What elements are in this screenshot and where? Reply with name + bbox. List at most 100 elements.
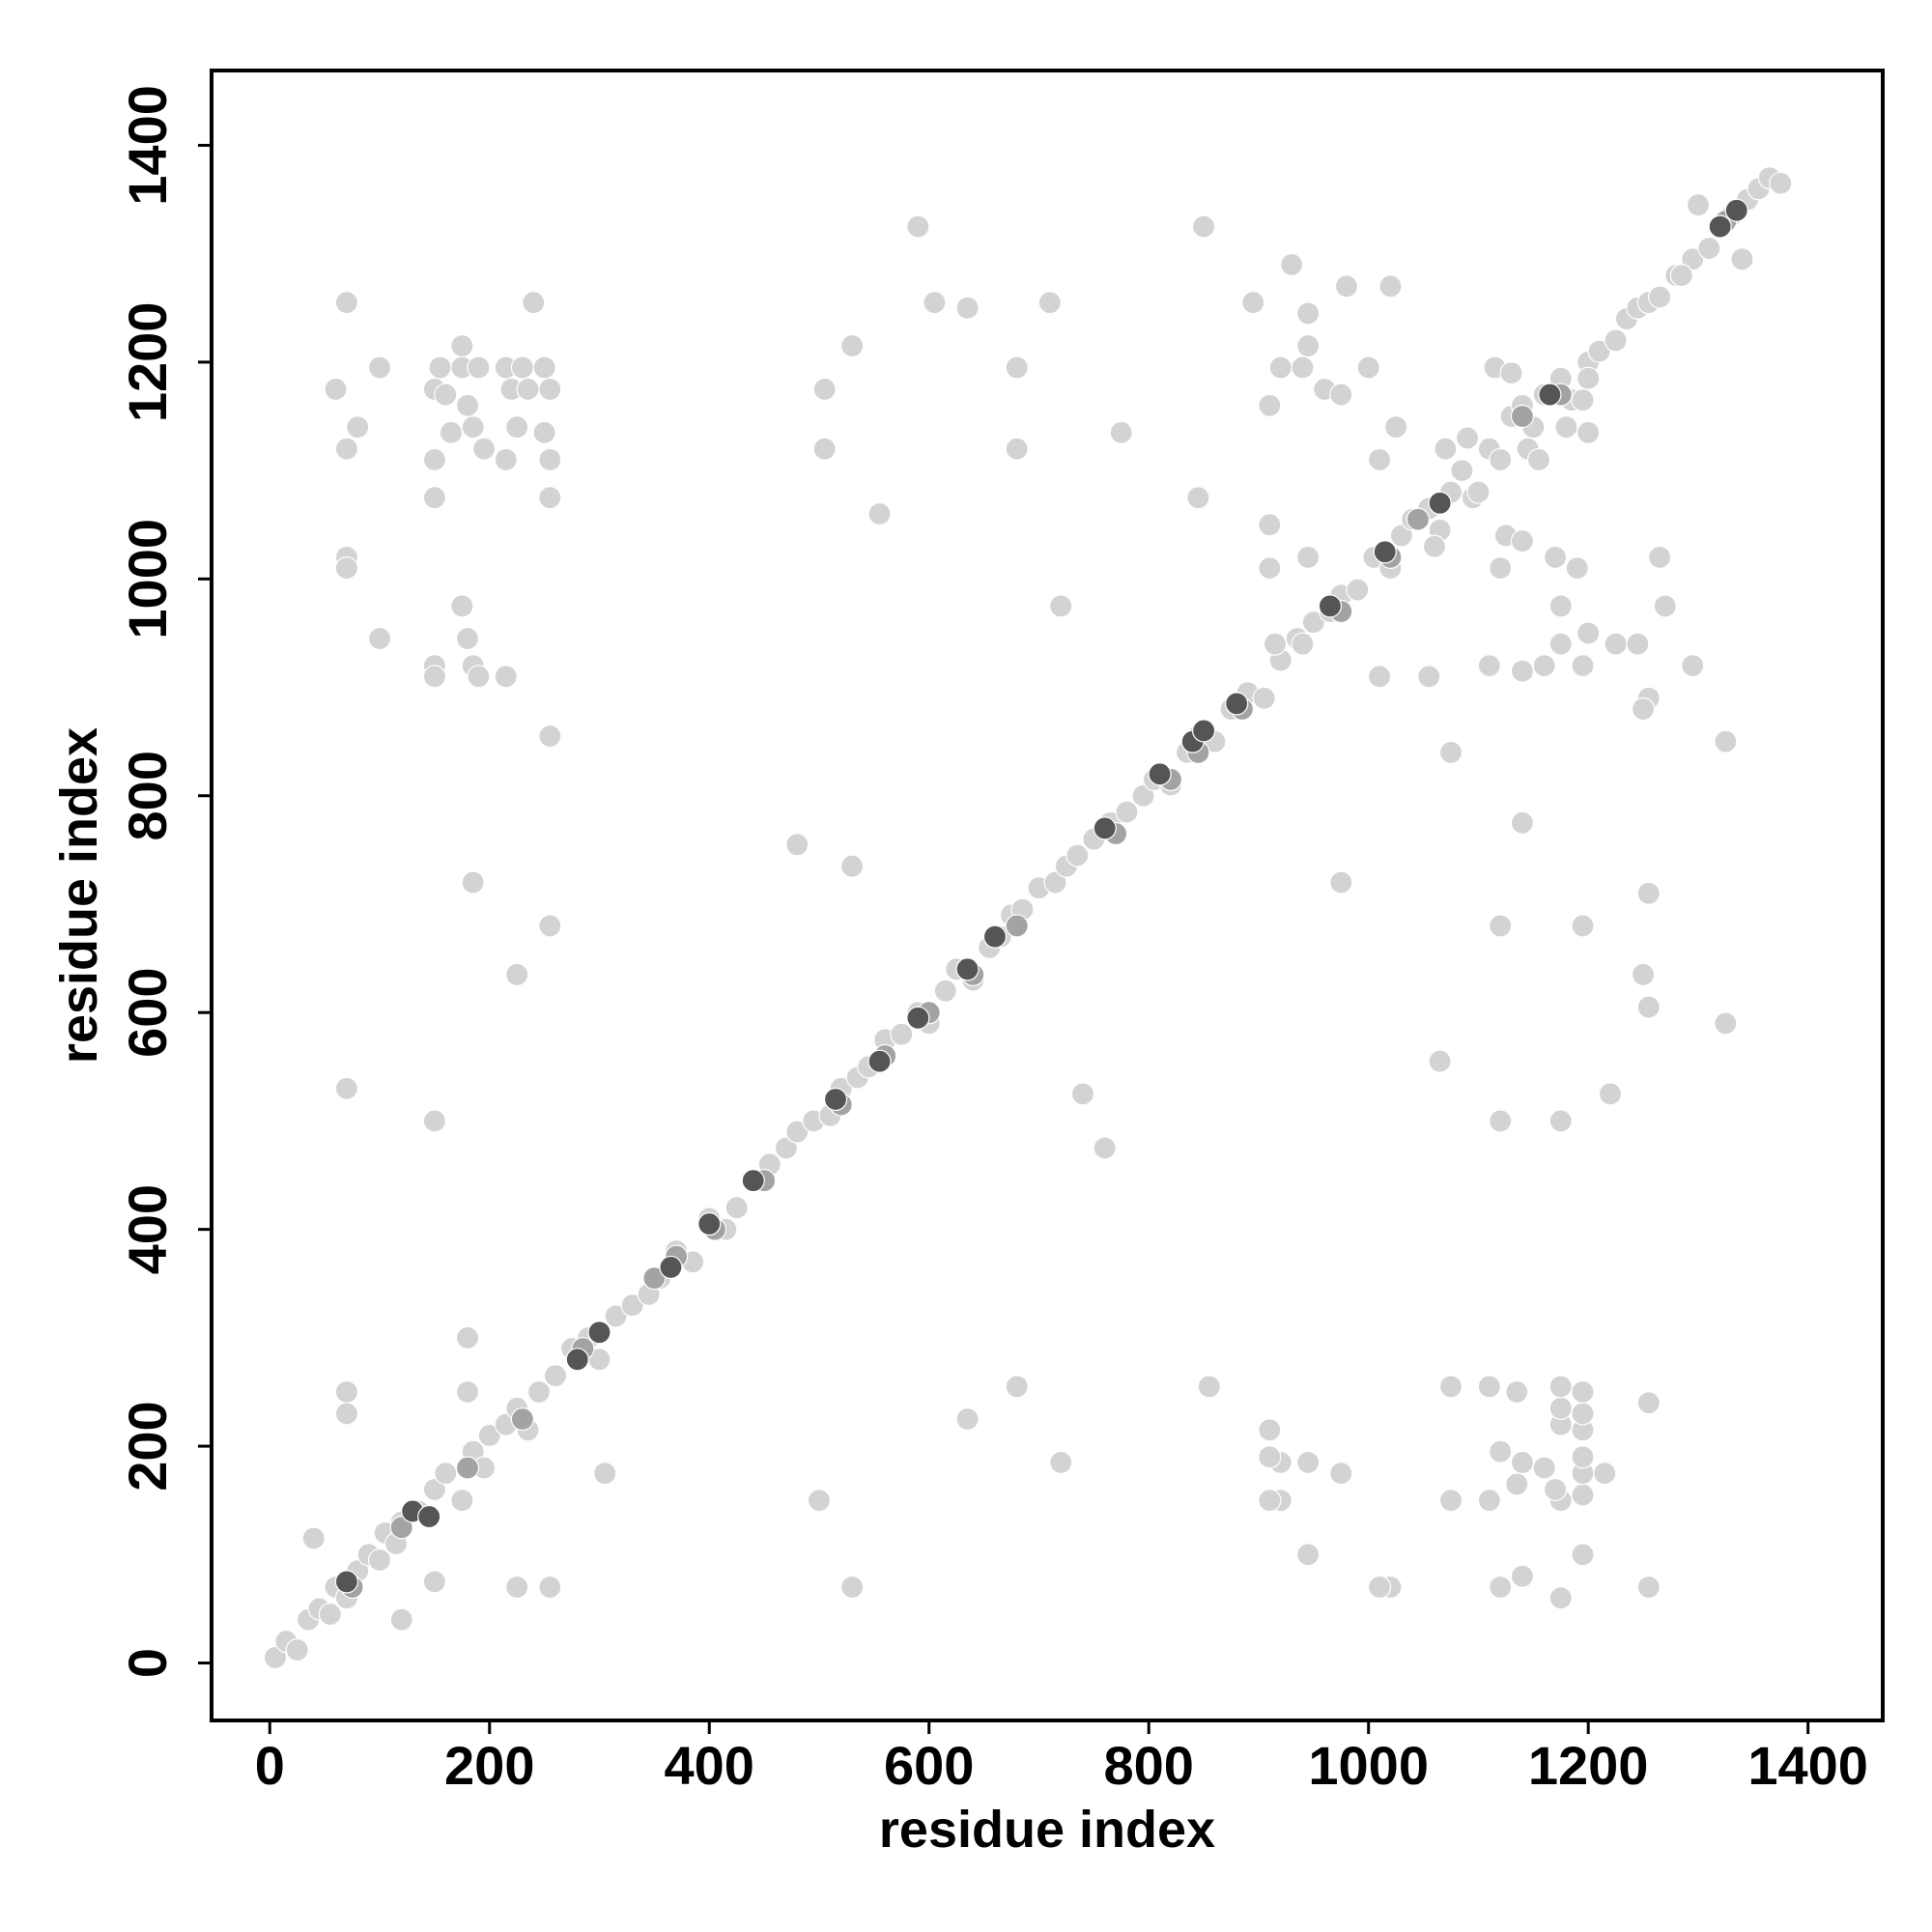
contact-point: [467, 355, 491, 380]
contact-point: [1631, 962, 1656, 987]
contact-point: [1681, 247, 1705, 271]
contact-point: [1093, 1136, 1117, 1160]
contact-point: [1329, 1462, 1353, 1486]
contact-point: [434, 1462, 458, 1486]
contact-point: [334, 555, 359, 581]
contact-point: [620, 1293, 644, 1318]
contact-point: [659, 1255, 683, 1280]
contact-point: [1598, 1082, 1623, 1106]
contact-point: [1252, 686, 1276, 710]
contact-point: [1346, 578, 1370, 602]
contact-point: [324, 377, 348, 402]
contact-point: [1510, 810, 1535, 835]
contact-point: [1406, 507, 1430, 531]
contact-point: [1070, 1082, 1095, 1106]
contact-point: [1389, 524, 1413, 548]
contact-point: [522, 291, 546, 315]
contact-point: [1565, 555, 1589, 581]
contact-point: [1510, 404, 1535, 429]
contact-point: [1378, 274, 1403, 298]
y-tick-label: 800: [117, 751, 178, 840]
contact-point: [1367, 447, 1392, 471]
contact-point: [532, 420, 556, 444]
x-tick-label: 1000: [1308, 1735, 1429, 1796]
contact-point: [538, 914, 562, 938]
contact-point: [1571, 388, 1595, 412]
contact-point: [1730, 247, 1754, 271]
y-tick-label: 400: [117, 1184, 178, 1274]
contact-point: [774, 1136, 798, 1160]
contact-point: [807, 1489, 832, 1513]
x-tick-label: 600: [884, 1735, 974, 1796]
contact-point: [1225, 692, 1249, 716]
contact-point: [455, 626, 480, 651]
contact-point: [422, 486, 446, 510]
contact-point: [923, 291, 947, 315]
contact-point: [1636, 1575, 1661, 1600]
contact-point: [1258, 393, 1282, 417]
contact-point: [285, 1637, 309, 1662]
y-tick-label: 600: [117, 967, 178, 1057]
contact-point: [1268, 355, 1293, 380]
contact-point: [1466, 480, 1491, 504]
contact-point: [301, 1526, 326, 1550]
contact-point: [505, 415, 529, 440]
contact-point: [1477, 1489, 1501, 1513]
x-tick-label: 1200: [1528, 1735, 1649, 1796]
contact-point: [812, 437, 837, 461]
contact-point: [1384, 415, 1408, 440]
contact-point: [1258, 1489, 1282, 1513]
contact-point: [840, 1575, 865, 1600]
contact-point: [1489, 1439, 1513, 1463]
contact-point: [1708, 214, 1732, 239]
contact-point: [741, 1169, 765, 1193]
contact-point: [346, 415, 370, 440]
contact-point: [1005, 437, 1029, 461]
contact-point: [1489, 1109, 1513, 1133]
contact-point: [1258, 1445, 1282, 1469]
contact-point: [1587, 339, 1611, 363]
contact-point: [422, 1109, 446, 1133]
contact-point: [1532, 653, 1556, 678]
contact-point: [455, 1325, 480, 1350]
contact-point: [1526, 447, 1551, 471]
contact-point: [1510, 1564, 1535, 1588]
contact-point: [538, 486, 562, 510]
points: [263, 165, 1793, 1670]
y-tick-label: 1200: [117, 302, 178, 423]
contact-point: [1373, 540, 1397, 564]
contact-point: [933, 979, 957, 1003]
contact-point: [1049, 594, 1073, 618]
contact-point: [1329, 383, 1353, 407]
contact-point: [1477, 1375, 1501, 1399]
contact-point: [1669, 263, 1693, 288]
contact-point: [526, 1379, 552, 1405]
contact-point: [1296, 545, 1321, 569]
contact-point: [455, 1456, 480, 1480]
contact-point: [867, 1049, 892, 1073]
contact-point: [1005, 1375, 1029, 1399]
contact-point: [1697, 236, 1721, 261]
contact-point: [1191, 719, 1216, 743]
contact-point: [1548, 594, 1573, 618]
contact-point: [367, 355, 392, 380]
contact-point: [1455, 426, 1480, 450]
contact-point: [1422, 534, 1447, 558]
contact-point: [334, 1402, 359, 1426]
contact-point: [1296, 1543, 1321, 1567]
contact-point: [1499, 360, 1523, 385]
contact-point: [422, 1570, 446, 1594]
contact-point: [906, 214, 930, 239]
contact-point: [334, 1379, 359, 1405]
contact-point: [543, 1364, 568, 1388]
contact-point: [422, 1477, 446, 1502]
contact-point: [1356, 355, 1380, 380]
contact-point: [1631, 696, 1656, 722]
contact-point: [434, 383, 458, 407]
contact-point: [1489, 447, 1513, 471]
contact-point: [1636, 881, 1661, 905]
contact-point: [1131, 783, 1155, 808]
contact-point: [439, 420, 464, 444]
contact-point: [1438, 740, 1463, 764]
contact-point: [510, 355, 534, 380]
